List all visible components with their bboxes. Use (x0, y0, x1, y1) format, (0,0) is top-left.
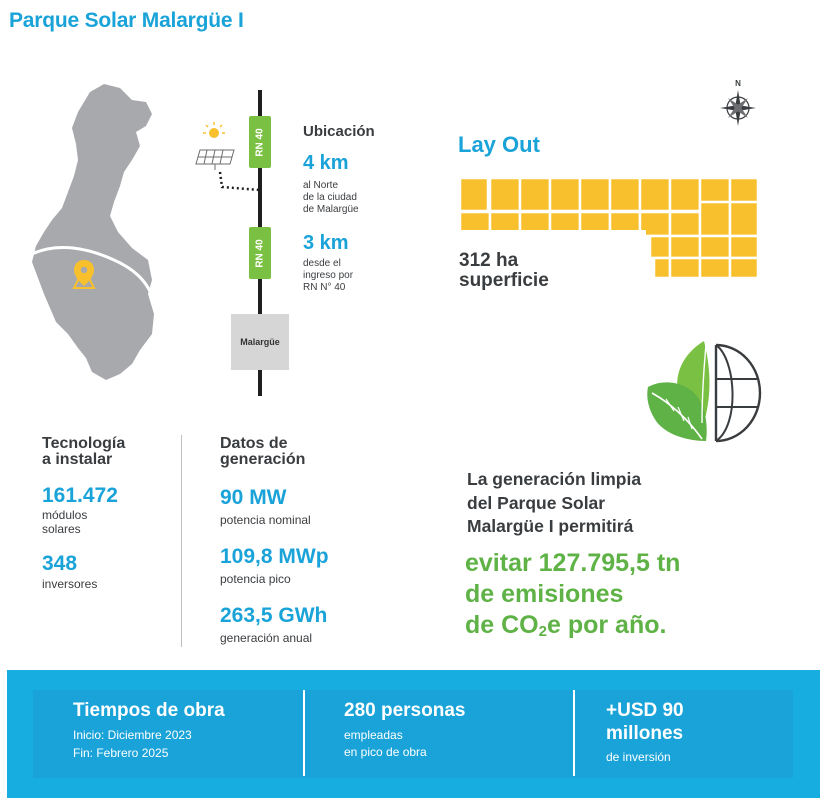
footer-inner (33, 690, 793, 778)
people-title: 280 personas (344, 700, 466, 721)
investment-title-2: millones (606, 723, 684, 744)
nominal-power-value: 90 MW (220, 486, 287, 509)
page-title: Parque Solar Malargüe I (9, 9, 244, 32)
layout-plan (456, 176, 760, 282)
peak-power-label: potencia pico (220, 572, 291, 586)
works-start: Inicio: Diciembre 2023 (73, 728, 192, 742)
distance-entry-value: 3 km (303, 232, 349, 254)
co2-line: de CO2e por año. (465, 611, 667, 640)
footer-divider-1 (303, 690, 305, 776)
annual-generation-value: 263,5 GWh (220, 604, 328, 627)
section-divider (181, 435, 182, 647)
nominal-power-label: potencia nominal (220, 513, 311, 527)
investment-title-1: +USD 90 (606, 700, 684, 721)
distance-north-value: 4 km (303, 152, 349, 174)
inverters-value: 348 (42, 552, 78, 575)
town-box: Malargüe (231, 314, 289, 370)
area-label: superficie (459, 270, 549, 291)
location-heading: Ubicación (303, 123, 375, 140)
works-end: Fin: Febrero 2025 (73, 746, 169, 760)
technology-heading: Tecnología a instalar (42, 435, 126, 468)
footer-band (7, 670, 820, 798)
investment-label: de inversión (606, 750, 671, 764)
distance-entry-desc: desde el ingreso por RN N° 40 (303, 258, 354, 293)
road-badge-north: RN 40 (249, 116, 271, 168)
footer-divider-2 (573, 690, 575, 776)
generation-heading: Datos de generación (220, 435, 306, 468)
modules-label: módulos solares (42, 508, 88, 536)
works-title: Tiempos de obra (73, 700, 225, 721)
distance-north-desc: al Norte de la ciudad de Malargüe (303, 180, 359, 215)
impact-text: La generación limpia del Parque Solar Ma… (467, 469, 642, 536)
modules-value: 161.472 (42, 484, 118, 507)
road-badge-south: RN 40 (249, 227, 271, 279)
inverters-label: inversores (42, 577, 98, 591)
people-line-1: empleadas (344, 728, 403, 742)
people-line-2: en pico de obra (344, 745, 427, 759)
solar-panel-icon (195, 122, 261, 192)
mendoza-map (31, 84, 156, 380)
area-value: 312 ha (459, 250, 519, 271)
peak-power-value: 109,8 MWp (220, 545, 329, 568)
leaf-globe-icon (647, 341, 762, 443)
impact-highlight: evitar 127.795,5 tn de emisiones de CO2e… (465, 548, 795, 647)
compass-label: N (735, 79, 741, 88)
compass-icon: N (720, 79, 756, 126)
layout-heading: Lay Out (458, 132, 540, 157)
annual-generation-label: generación anual (220, 631, 313, 645)
location-pin-icon (72, 260, 96, 289)
